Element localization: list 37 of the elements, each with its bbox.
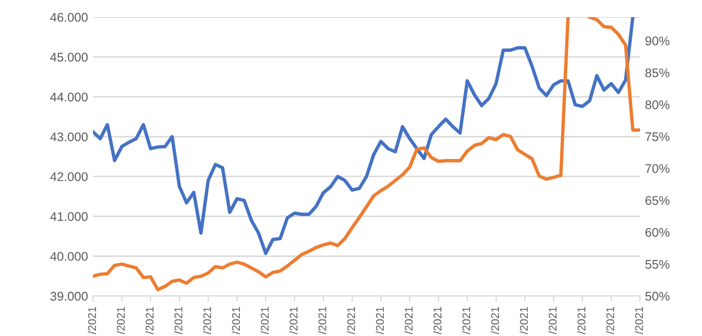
x-tick-label: /2021 (548, 306, 557, 334)
y-tick-label: 46.000 (50, 12, 88, 22)
x-tick-label: /2021 (232, 306, 240, 334)
x-tick-label: /2021 (88, 306, 96, 334)
y2-tick-label: 50% (645, 292, 670, 301)
y-tick-label: 45.000 (50, 52, 88, 62)
y-tick-label: 44.000 (50, 92, 88, 102)
x-tick-label: /2021 (606, 306, 614, 334)
y2-tick-label: 75% (646, 132, 670, 142)
y2-tick-label: 60% (645, 228, 670, 237)
y2-tick-label: 70% (646, 164, 670, 174)
x-tick-label: /2021 (202, 306, 212, 334)
x-tick-label: /2021 (577, 306, 586, 334)
y-tick-label: 43.000 (50, 132, 88, 142)
y2-tick-label: 85% (645, 68, 670, 78)
y-tick-label: 42.000 (50, 172, 88, 182)
x-tick-label: /2021 (289, 306, 298, 334)
x-tick-label: /2021 (433, 306, 442, 334)
x-tick-label: /2021 (260, 306, 269, 334)
y-tick-label: 40.000 (50, 252, 88, 261)
y2-tick-label: 55% (645, 260, 670, 269)
y2-tick-label: 90% (645, 36, 670, 46)
x-tick-label: /2021 (520, 306, 528, 334)
x-tick-label: /2021 (376, 306, 384, 334)
x-tick-label: /2021 (116, 306, 125, 334)
x-tick-label: /2021 (404, 306, 413, 334)
x-tick-label: /2021 (462, 306, 470, 334)
y-tick-label: 39.000 (50, 292, 88, 301)
x-tick-label: /2021 (174, 306, 182, 334)
x-tick-label: /2021 (346, 306, 356, 334)
y2-tick-label: 80% (645, 100, 670, 110)
x-tick-label: /2021 (318, 306, 326, 334)
x-tick-label: /2021 (145, 306, 154, 334)
x-tick-label: /2021 (490, 306, 500, 334)
y2-tick-label: 65% (645, 196, 670, 205)
y-tick-label: 41.000 (50, 212, 88, 221)
x-tick-label: /2021 (634, 306, 643, 334)
